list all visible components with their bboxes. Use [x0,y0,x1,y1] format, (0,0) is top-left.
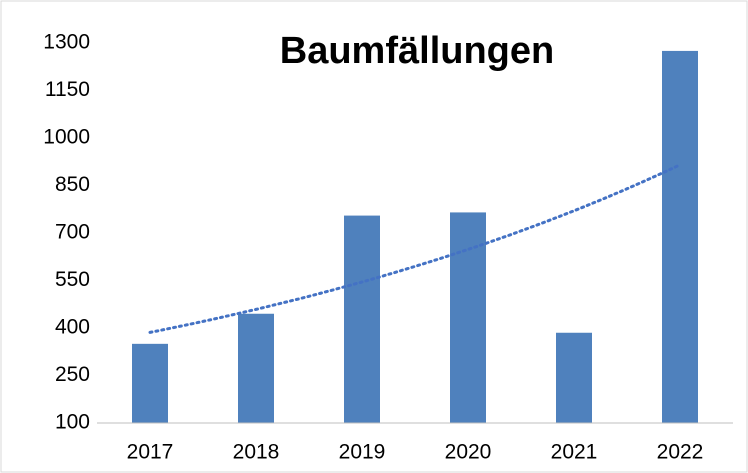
y-tick-label: 550 [55,268,90,291]
x-tick-label: 2021 [551,441,598,464]
trendline [148,163,682,334]
x-tick-label: 2022 [657,441,704,464]
y-tick-label: 1000 [43,126,90,149]
chart-title: Baumfällungen [280,30,554,72]
x-tick-label: 2017 [127,441,174,464]
bar [344,215,380,423]
bar [450,212,486,423]
x-tick-label: 2018 [233,441,280,464]
x-tick-label: 2019 [339,441,386,464]
bar [556,332,592,423]
bar [662,50,698,424]
y-tick-label: 250 [55,363,90,386]
y-tick-label: 100 [55,411,90,434]
y-tick-label: 1300 [43,31,90,54]
y-tick-label: 700 [55,221,90,244]
y-tick-label: 1150 [45,78,90,101]
y-tick-label: 850 [55,173,90,196]
x-tick-label: 2020 [445,441,492,464]
y-tick-label: 400 [55,316,90,339]
bar [132,343,168,423]
bar [238,313,274,423]
